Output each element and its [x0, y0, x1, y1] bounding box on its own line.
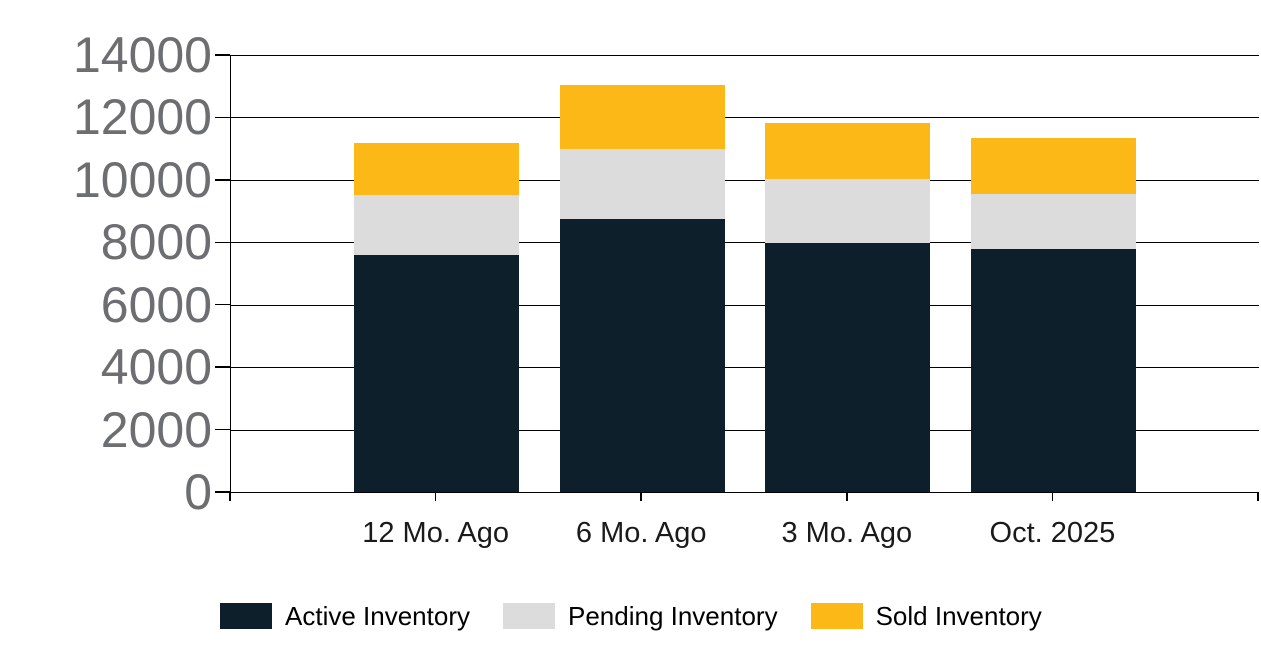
- bar-segment-pending-inventory: [354, 194, 520, 255]
- bar-segment-pending-inventory: [970, 193, 1136, 249]
- legend-label-active-inventory: Active Inventory: [285, 601, 470, 631]
- y-tick-mark-14000: [215, 54, 230, 56]
- x-tick-mark-5: [1257, 493, 1259, 501]
- legend-swatch-sold-inventory: [810, 603, 863, 629]
- x-tick-mark-0: [229, 493, 231, 501]
- x-tick-mark-3: [846, 493, 848, 501]
- bar-oct-2025: [970, 137, 1136, 492]
- x-tick-label-12-mo-ago: 12 Mo. Ago: [362, 517, 509, 549]
- y-tick-label-0: 0: [184, 464, 212, 520]
- y-tick-label-4000: 4000: [100, 339, 212, 396]
- y-tick-label-10000: 10000: [72, 151, 212, 208]
- x-tick-mark-2: [640, 493, 642, 501]
- bar-segment-pending-inventory: [765, 179, 931, 244]
- bar-segment-sold-inventory: [559, 84, 725, 149]
- x-tick-mark-1: [434, 493, 437, 501]
- chart-legend: Active Inventory Pending Inventory Sold In…: [220, 603, 1042, 629]
- x-tick-label-oct-2025: Oct. 2025: [989, 517, 1116, 549]
- x-tick-label-3-mo-ago: 3 Mo. Ago: [781, 517, 913, 549]
- bar-segment-active-inventory: [765, 243, 931, 492]
- bar-6-mo-ago: [559, 84, 725, 492]
- y-tick-label-8000: 8000: [100, 214, 212, 271]
- bar-segment-sold-inventory: [354, 143, 520, 195]
- x-tick-mark-4: [1051, 493, 1054, 501]
- y-tick-mark-10000: [215, 179, 230, 181]
- y-tick-mark-2000: [215, 428, 230, 431]
- y-tick-mark-6000: [215, 303, 230, 306]
- bar-3-mo-ago: [765, 122, 931, 492]
- bar-segment-pending-inventory: [559, 148, 725, 219]
- legend-item-active-inventory: Active Inventory: [220, 603, 470, 629]
- gridline-2000: [231, 429, 1259, 431]
- gridline-10000: [231, 179, 1259, 181]
- gridline-14000: [231, 55, 1259, 56]
- gridline-4000: [231, 367, 1259, 369]
- bar-segment-sold-inventory: [970, 137, 1136, 194]
- y-tick-mark-8000: [215, 241, 230, 244]
- gridline-8000: [231, 242, 1259, 244]
- y-tick-mark-4000: [215, 366, 230, 368]
- legend-label-pending-inventory: Pending Inventory: [567, 601, 778, 631]
- bar-12-mo-ago: [354, 143, 520, 492]
- y-tick-label-14000: 14000: [72, 27, 212, 83]
- legend-swatch-pending-inventory: [502, 603, 555, 629]
- legend-item-pending-inventory: Pending Inventory: [502, 601, 778, 631]
- bar-segment-sold-inventory: [765, 122, 931, 180]
- legend-label-sold-inventory: Sold Inventory: [875, 601, 1042, 631]
- bar-segment-active-inventory: [559, 218, 725, 492]
- legend-swatch-active-inventory: [220, 603, 272, 629]
- gridline-12000: [231, 117, 1259, 119]
- y-tick-mark-12000: [215, 116, 230, 119]
- y-tick-mark-0: [215, 491, 230, 493]
- y-tick-label-6000: 6000: [100, 276, 212, 333]
- bar-segment-active-inventory: [354, 254, 520, 492]
- bar-segment-active-inventory: [970, 248, 1136, 492]
- x-tick-label-6-mo-ago: 6 Mo. Ago: [575, 517, 707, 549]
- plot-area: [230, 55, 1259, 493]
- y-tick-label-12000: 12000: [72, 89, 212, 146]
- y-tick-label-2000: 2000: [100, 401, 212, 458]
- legend-item-sold-inventory: Sold Inventory: [810, 601, 1042, 631]
- gridline-6000: [231, 304, 1259, 306]
